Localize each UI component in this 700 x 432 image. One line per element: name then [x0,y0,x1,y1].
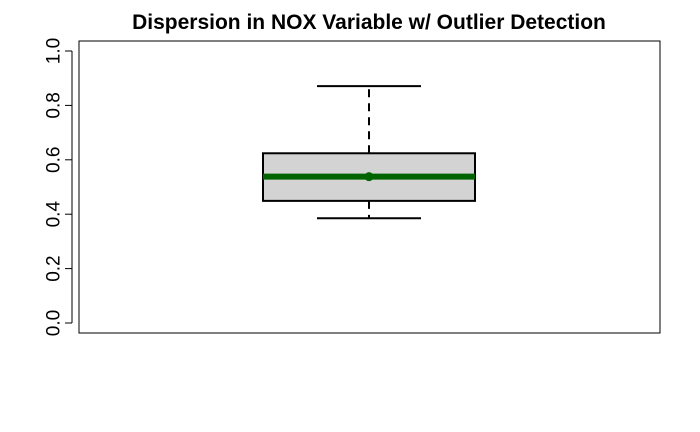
chart-title: Dispersion in NOX Variable w/ Outlier De… [132,11,606,34]
y-tick-label: 0.8 [44,92,65,118]
plot-area-frame [78,40,661,334]
box-group [262,85,476,220]
y-tick-label: 0.2 [44,255,65,281]
y-tick-label: 1.0 [44,38,65,64]
y-tick-label: 0.6 [44,147,65,173]
y-tick-label: 0.4 [44,201,65,228]
mean-point [364,172,374,182]
y-axis: 0.0 0.2 0.4 0.6 0.8 1.0 [44,38,73,336]
y-tick-label: 0.0 [44,310,65,336]
